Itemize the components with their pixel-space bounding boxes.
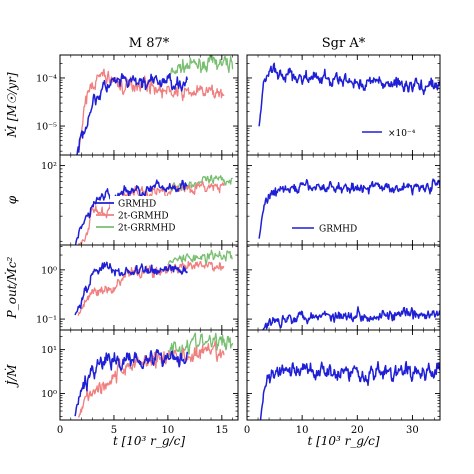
axes-frame [59, 329, 239, 421]
series-line-grmhd [74, 261, 188, 316]
series-line-grmhd [262, 306, 440, 330]
panel-sgra-jdot: 0 10 20 30 [244, 329, 441, 436]
series-line-grmhd [76, 72, 189, 155]
series-line-2t-grmhd [77, 340, 225, 418]
y-tick-label: 10⁻¹ [36, 315, 57, 326]
panel-m87-jdot: 10¹ 10⁰ 0 5 10 15 [41, 329, 239, 436]
column-title: Sgr A* [322, 36, 366, 51]
series-line-grmhd [258, 178, 440, 239]
x-axis-label: t [10³ r_g/c] [113, 434, 185, 448]
series-line-2t-grmhd [77, 181, 225, 245]
y-tick-label: 10² [41, 161, 57, 172]
series-line-2t-grrmhd [167, 249, 234, 266]
panel-sgra-pout [246, 244, 441, 331]
y-tick-label: 10⁻⁴ [36, 73, 57, 84]
x-tick-label: 10 [296, 425, 309, 436]
legend-entry: GRMHD [118, 200, 156, 210]
legend-entry: 2t-GRMHD [118, 212, 169, 222]
panel-m87-mdot: 10⁻⁴ 10⁻⁵ [36, 54, 239, 156]
series-line-grmhd [258, 62, 440, 127]
legend: GRMHD 2t-GRMHD 2t-GRRMHD [96, 196, 186, 240]
legend-entry: ×10⁻⁴ [388, 129, 416, 139]
legend-entry: 2t-GRRMHD [118, 224, 175, 234]
sgra-phi-legend: GRMHD [292, 225, 357, 235]
x-tick-label: 10 [162, 425, 175, 436]
series-line-grmhd [74, 179, 188, 245]
series-line-2t-grmhd [77, 68, 225, 153]
sgra-mdot-legend: ×10⁻⁴ [362, 129, 416, 139]
y-axis-label: φ [5, 195, 19, 204]
y-axis-label: J̇/Ṁ [4, 364, 19, 389]
y-tick-label: 10⁰ [41, 389, 57, 400]
series-line-grmhd [259, 360, 440, 420]
x-tick-label: 0 [57, 425, 63, 436]
y-tick-label: 10⁻⁵ [36, 122, 57, 133]
series-line-grmhd [74, 349, 189, 417]
legend-entry: GRMHD [319, 225, 357, 235]
y-axis-label: P_out/Ṁc² [4, 256, 19, 319]
series-line-2t-grrmhd [167, 55, 234, 80]
series-line-2t-grrmhd [167, 332, 234, 358]
x-tick-label: 0 [244, 425, 250, 436]
panel-m87-pout: 10⁰ 10⁻¹ [36, 244, 239, 331]
series-line-2t-grrmhd [167, 174, 233, 193]
y-tick-label: 10¹ [41, 345, 57, 356]
axes-frame [246, 329, 441, 421]
x-tick-label: 15 [215, 425, 228, 436]
y-tick-label: 10⁰ [41, 265, 57, 276]
panel-sgra-mdot [246, 54, 441, 156]
y-axis-label: Ṁ [M☉/yr] [4, 72, 19, 138]
axes-frame [59, 54, 239, 156]
x-axis-label: t [10³ r_g/c] [307, 434, 379, 448]
column-title: M 87* [129, 36, 170, 51]
x-tick-label: 30 [406, 425, 419, 436]
x-tick-label: 5 [111, 425, 117, 436]
x-tick-label: 20 [351, 425, 364, 436]
